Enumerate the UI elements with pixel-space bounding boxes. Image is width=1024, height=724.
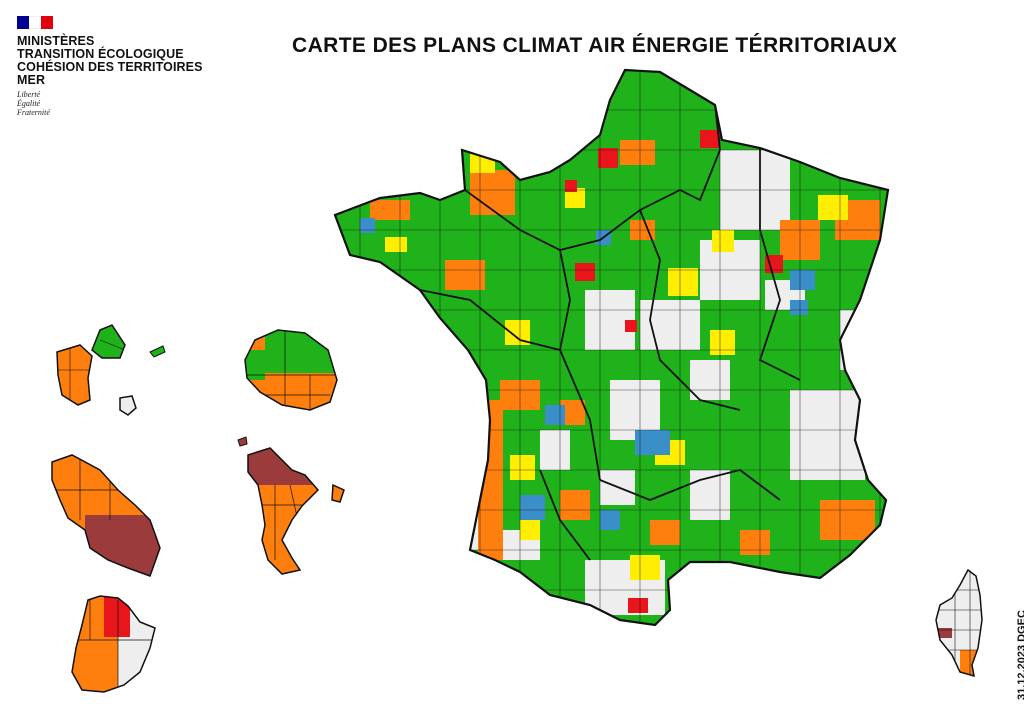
ministry-line-3: COHÉSION DES TERRITOIRES xyxy=(17,60,203,74)
motto-egalite: Égalité xyxy=(17,99,41,108)
ministry-line-4: MER xyxy=(17,73,46,87)
territory-mayotte xyxy=(237,436,345,575)
motto-fraternite: Fraternité xyxy=(17,108,50,117)
motto-liberte: Liberté xyxy=(17,90,41,99)
ministry-line-1: MINISTÈRES xyxy=(17,34,95,48)
territory-guyane xyxy=(71,595,156,693)
territory-france-metropolitan xyxy=(333,68,890,627)
republic-motto: Liberté Égalité Fraternité xyxy=(17,90,247,117)
territory-reunion xyxy=(244,329,338,411)
marianne-flag-logo xyxy=(17,16,53,29)
territory-corse xyxy=(935,568,983,678)
territory-martinique xyxy=(51,454,161,577)
territory-guadeloupe xyxy=(56,324,166,416)
ministry-line-2: TRANSITION ÉCOLOGIQUE xyxy=(17,47,184,61)
date-credit: 31.12.2023 DGEC xyxy=(1016,610,1024,700)
ministry-header: MINISTÈRES TRANSITION ÉCOLOGIQUE COHÉSIO… xyxy=(17,16,247,117)
map-title: CARTE DES PLANS CLIMAT AIR ÉNERGIE TÉRRI… xyxy=(292,34,898,57)
